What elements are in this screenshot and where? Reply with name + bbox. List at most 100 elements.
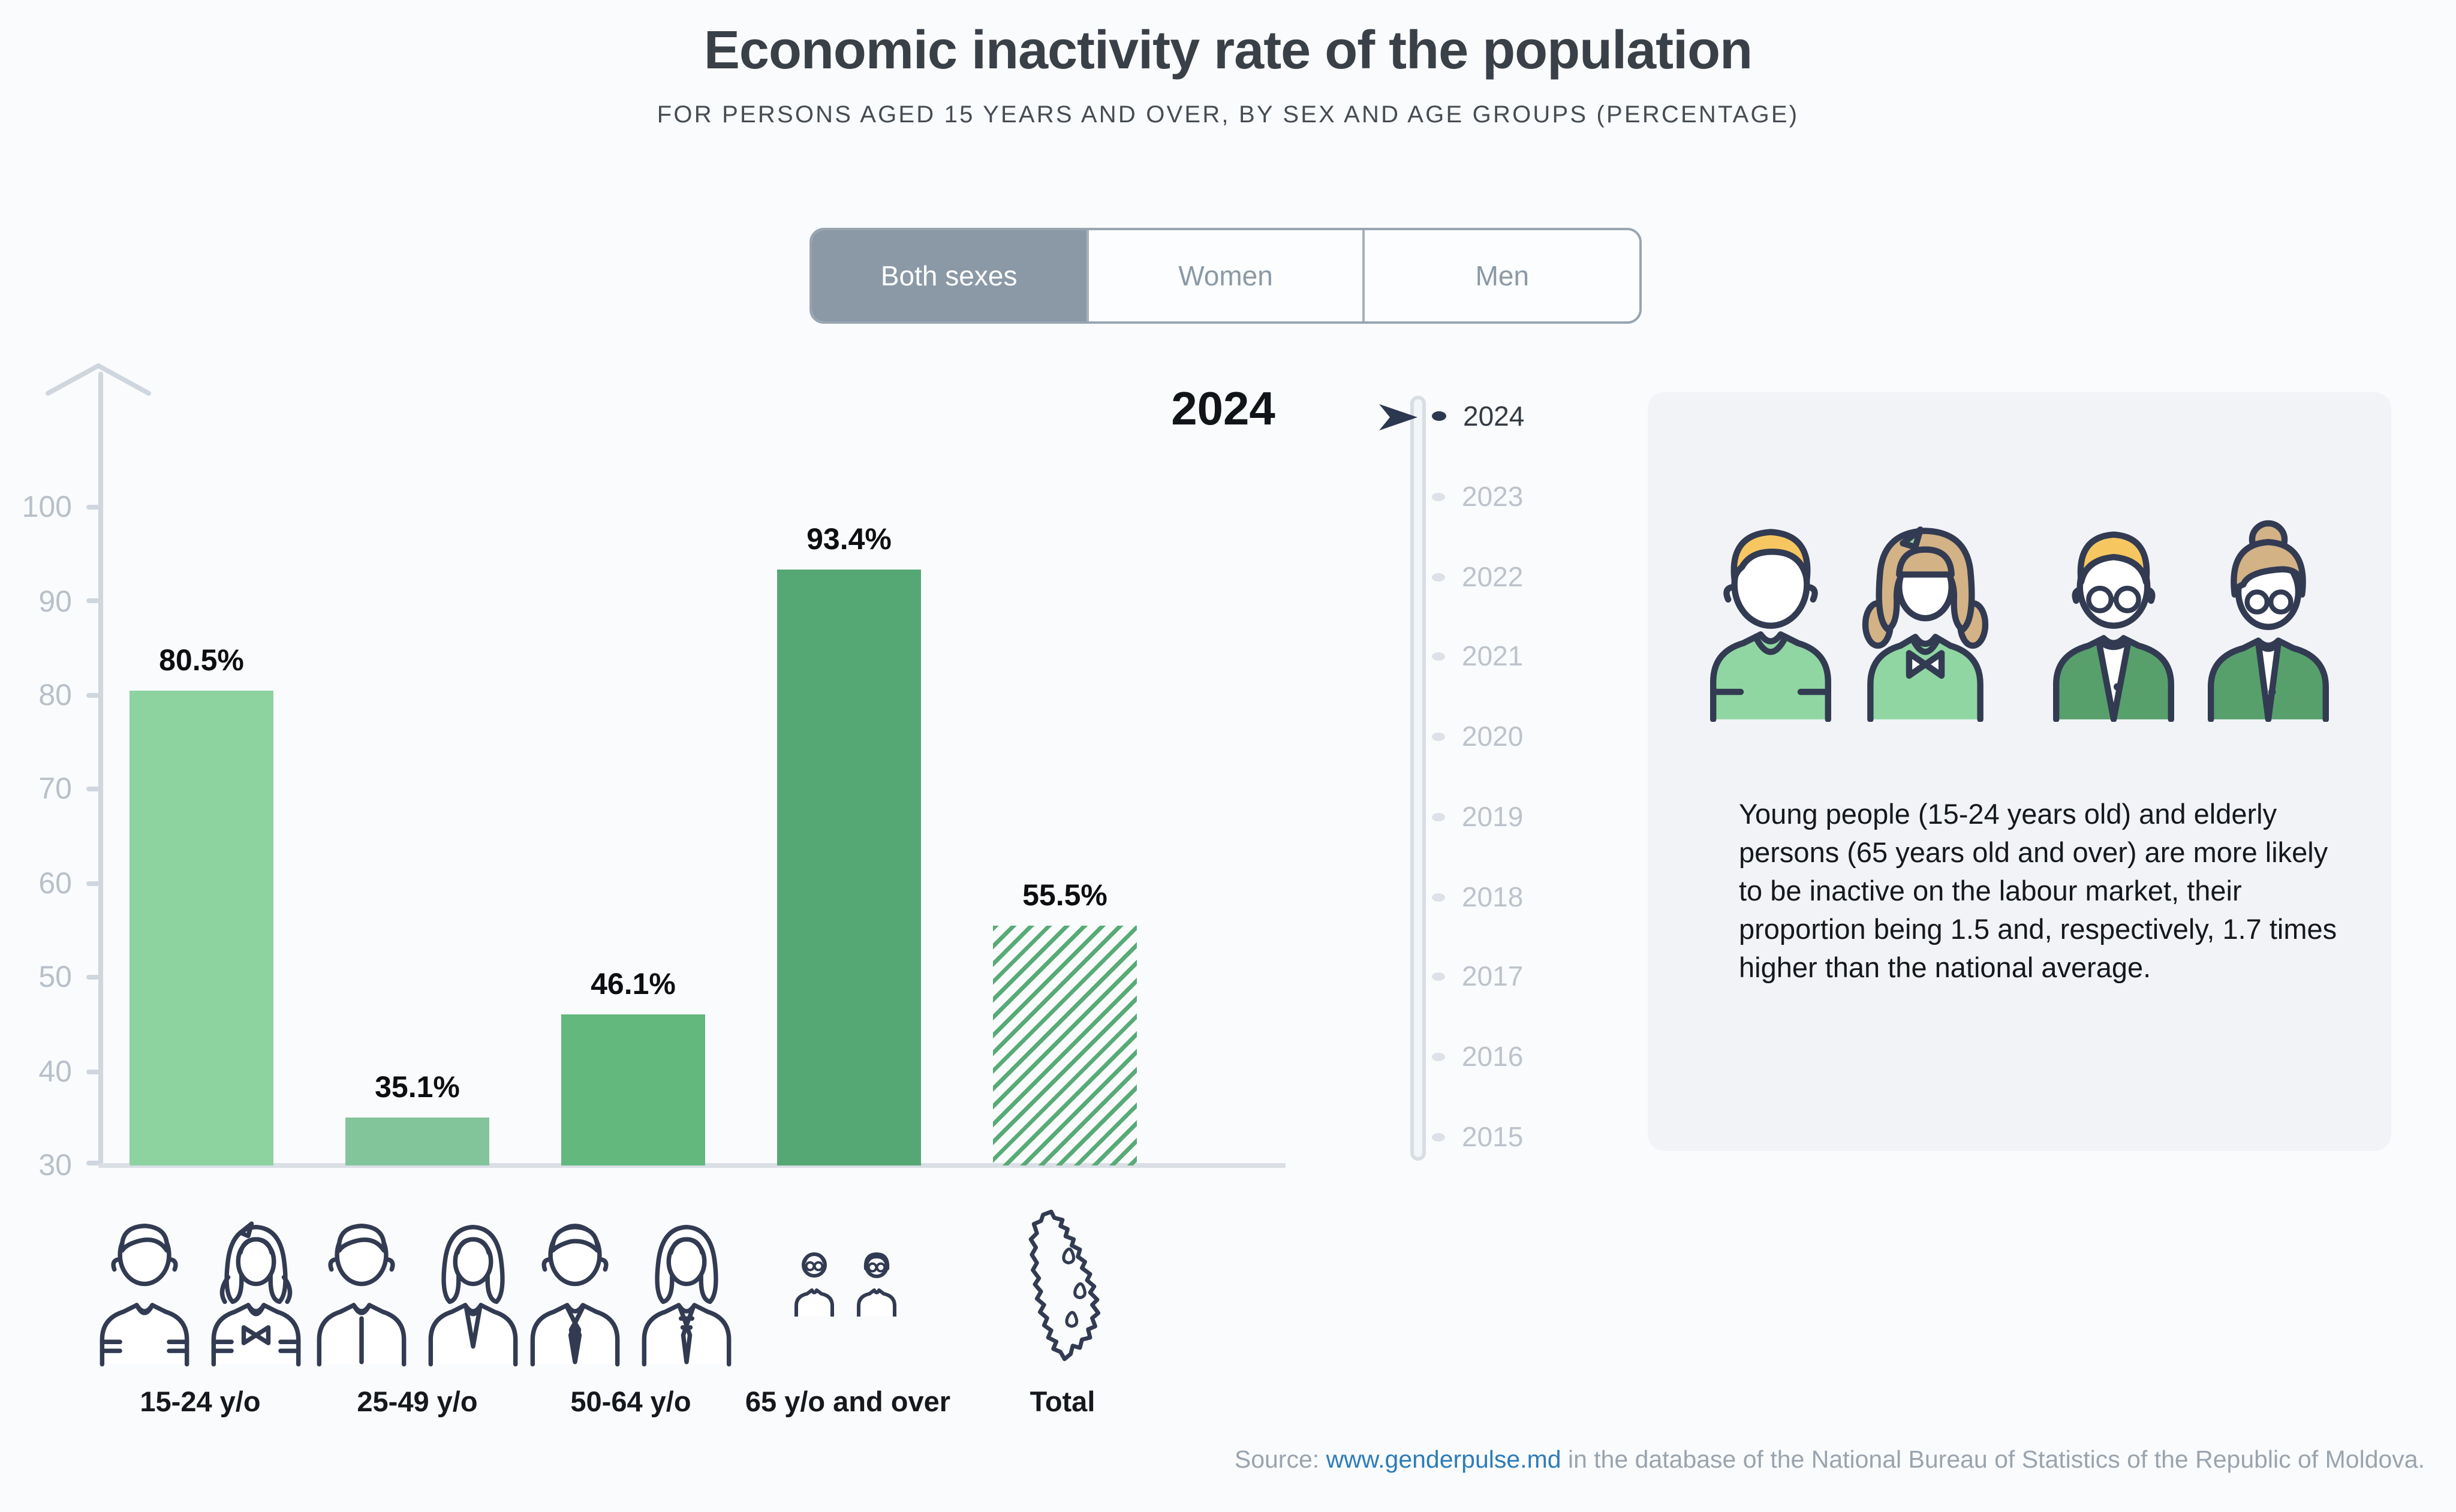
category-25-49[interactable]: 25-49 y/o [297, 1199, 537, 1418]
current-year-label: 2024 [1171, 384, 1275, 435]
y-tick-mark [86, 1070, 100, 1074]
bar-value-label: 80.5% [159, 644, 244, 678]
bar-rect-50-64[interactable] [561, 1014, 705, 1165]
timeline-track[interactable] [1410, 396, 1426, 1161]
year-item-2022[interactable]: 2022 [1432, 560, 1523, 594]
category-total[interactable]: Total [979, 1199, 1146, 1418]
bar-group-65-over[interactable]: 93.4% [777, 523, 921, 1165]
y-tick-mark [86, 975, 100, 980]
y-tick-label: 60 [38, 867, 72, 900]
young-man-and-woman-icon [80, 1199, 320, 1367]
year-item-2018[interactable]: 2018 [1432, 880, 1523, 914]
adult-man-and-woman-icon [297, 1199, 537, 1367]
y-tick-mark [86, 881, 100, 886]
bar-value-label: 46.1% [591, 967, 676, 1001]
category-label: 25-49 y/o [357, 1386, 478, 1417]
girl-avatar-icon [1862, 526, 1989, 722]
year-dot [1432, 972, 1445, 980]
y-tick-label: 40 [38, 1055, 72, 1089]
elderly-man-avatar-icon [2053, 531, 2174, 722]
year-dot [1432, 1052, 1445, 1061]
year-label: 2022 [1462, 561, 1524, 592]
category-label: 50-64 y/o [570, 1386, 691, 1417]
bar-group-50-64[interactable]: 46.1% [561, 968, 705, 1165]
bar-rect-total[interactable] [993, 926, 1137, 1165]
older-man-and-woman-suits-icon [511, 1199, 751, 1367]
y-tick-label: 90 [38, 585, 72, 619]
bar-rect-25-49[interactable] [345, 1118, 489, 1165]
year-dot [1432, 1133, 1445, 1141]
source-line: Source: www.genderpulse.md in the databa… [1235, 1446, 2425, 1475]
year-label: 2017 [1462, 960, 1524, 991]
y-axis-arrow-icon [46, 363, 151, 396]
y-axis-line [98, 372, 103, 1165]
tab-women[interactable]: Women [1088, 230, 1365, 321]
year-dot [1432, 652, 1445, 660]
source-prefix: Source: [1234, 1446, 1326, 1474]
bar-value-label: 93.4% [806, 522, 892, 556]
category-50-64[interactable]: 50-64 y/o [511, 1199, 751, 1418]
year-dot [1432, 732, 1445, 740]
bar-value-label: 55.5% [1022, 879, 1107, 913]
year-dot [1432, 411, 1446, 421]
y-tick-label: 70 [38, 772, 72, 806]
page-title: Economic inactivity rate of the populati… [703, 19, 1753, 80]
category-65-over[interactable]: 65 y/o and over [716, 1199, 980, 1418]
year-item-2019[interactable]: 2019 [1432, 800, 1523, 833]
year-dot [1432, 893, 1445, 901]
category-15-24[interactable]: 15-24 y/o [80, 1199, 320, 1418]
year-label: 2015 [1462, 1121, 1524, 1152]
year-item-2015[interactable]: 2015 [1432, 1120, 1523, 1153]
y-tick-label: 50 [38, 960, 72, 994]
category-label: Total [1030, 1386, 1095, 1417]
bar-value-label: 35.1% [375, 1071, 460, 1104]
y-tick-mark [86, 505, 100, 510]
info-text: Young people (15-24 years old) and elder… [1739, 799, 2337, 983]
info-avatars [1648, 510, 2391, 722]
year-label: 2016 [1462, 1040, 1524, 1071]
year-label: 2019 [1462, 800, 1524, 832]
year-label: 2021 [1462, 640, 1524, 671]
bar-rect-65-over[interactable] [777, 569, 921, 1165]
sex-filter-tabs: Both sexes Women Men [809, 228, 1642, 324]
timeline-cursor-icon[interactable] [1377, 399, 1422, 435]
source-suffix: in the database of the National Bureau o… [1561, 1446, 2425, 1474]
category-label: 65 y/o and over [745, 1386, 951, 1417]
year-item-2023[interactable]: 2023 [1432, 480, 1523, 513]
boy-avatar-icon [1710, 529, 1831, 722]
y-tick-mark [86, 693, 100, 698]
x-axis-line [98, 1163, 1286, 1168]
y-tick-label: 80 [38, 679, 72, 712]
bar-rect-15-24[interactable] [130, 691, 273, 1165]
year-item-2024[interactable]: 2024 [1432, 399, 1524, 433]
elderly-couple-small-icon [716, 1199, 980, 1367]
source-link[interactable]: www.genderpulse.md [1326, 1446, 1561, 1474]
elderly-woman-avatar-icon [2208, 520, 2329, 722]
category-label: 15-24 y/o [140, 1386, 261, 1417]
bar-group-15-24[interactable]: 80.5% [130, 644, 273, 1165]
year-item-2016[interactable]: 2016 [1432, 1040, 1523, 1073]
info-panel: Young people (15-24 years old) and elder… [1648, 392, 2391, 1151]
year-label: 2018 [1462, 881, 1524, 912]
year-item-2021[interactable]: 2021 [1432, 639, 1523, 673]
y-tick-mark [86, 598, 100, 603]
year-dot [1432, 573, 1445, 581]
year-item-2020[interactable]: 2020 [1432, 719, 1523, 753]
year-label: 2020 [1462, 720, 1524, 751]
tab-both-sexes[interactable]: Both sexes [812, 230, 1089, 321]
year-label: 2023 [1462, 480, 1524, 511]
y-tick-mark [86, 1161, 100, 1165]
moldova-map-icon [979, 1199, 1146, 1367]
year-item-2017[interactable]: 2017 [1432, 959, 1523, 993]
bar-group-25-49[interactable]: 35.1% [345, 1071, 489, 1165]
y-tick-label: 100 [22, 490, 72, 524]
y-tick-label: 30 [38, 1149, 72, 1182]
page-subtitle: FOR PERSONS AGED 15 YEARS AND OVER, BY S… [657, 102, 1799, 128]
bar-group-total[interactable]: 55.5% [993, 879, 1137, 1165]
year-dot [1432, 812, 1445, 821]
y-tick-mark [86, 787, 100, 791]
tab-men[interactable]: Men [1365, 230, 1639, 321]
year-label: 2024 [1463, 400, 1525, 431]
year-dot [1432, 492, 1445, 501]
